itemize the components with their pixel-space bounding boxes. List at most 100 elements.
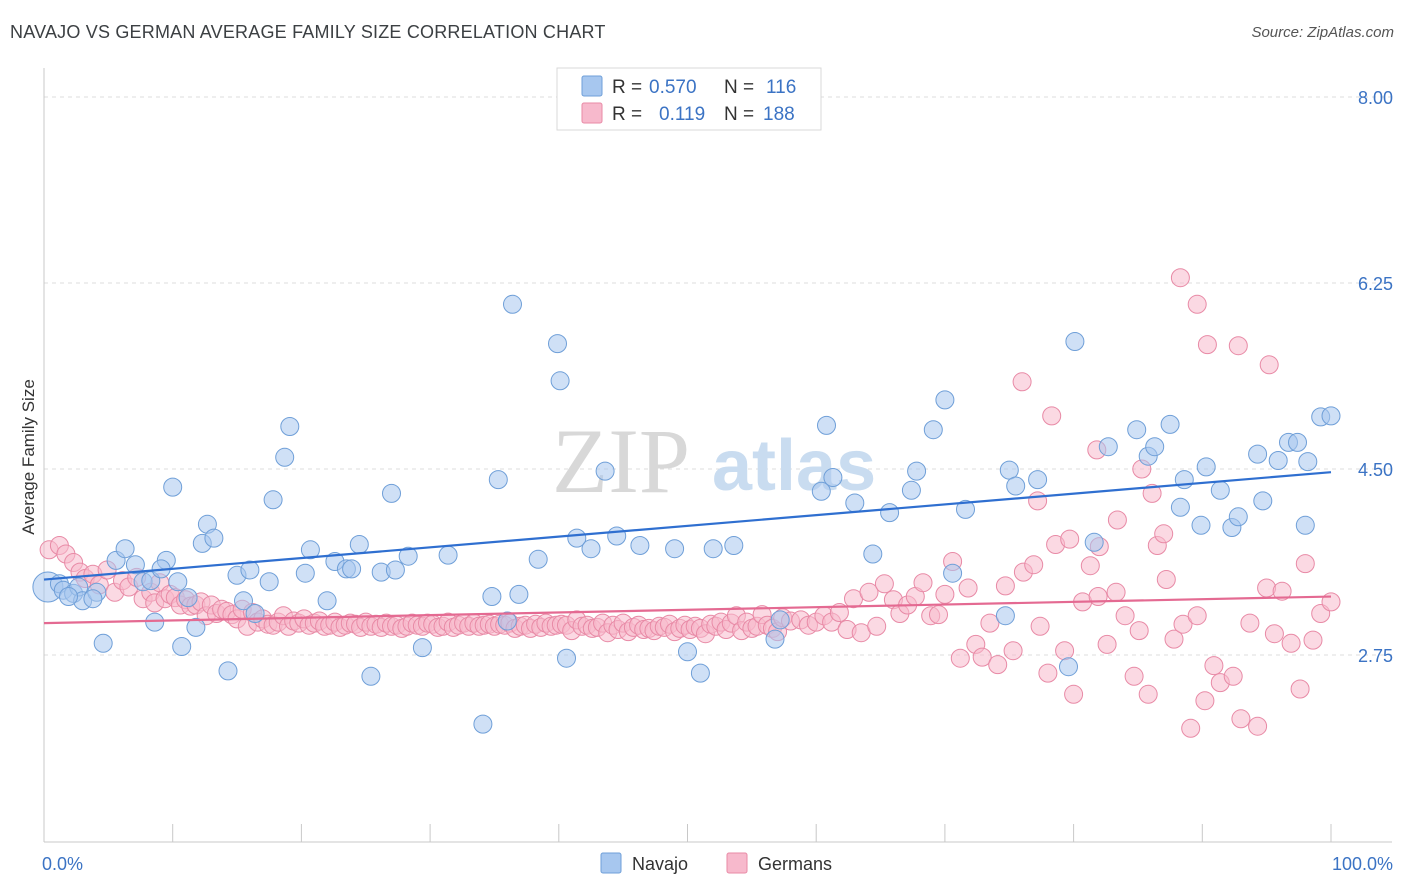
- germans-point-165: [988, 655, 1008, 675]
- navajo-point-19: [186, 617, 206, 637]
- navajo-point-61: [703, 539, 723, 559]
- germans-point-191: [1204, 656, 1224, 676]
- navajo-point-110: [497, 611, 517, 631]
- germans-point-170: [1030, 616, 1050, 636]
- germans-point-219: [1028, 491, 1048, 511]
- navajo-point-75: [956, 499, 975, 519]
- navajo-point-70: [901, 480, 921, 500]
- navajo-point-50: [528, 549, 548, 569]
- navajo-point-60: [690, 663, 710, 683]
- legend-germans-r-value: 0.119: [659, 104, 705, 125]
- germans-point-207: [1042, 406, 1062, 426]
- y-axis-label: Average Family Size: [19, 379, 38, 535]
- navajo-point-41: [385, 560, 405, 580]
- y-tick-label-0: 2.75: [1358, 646, 1393, 666]
- germans-point-179: [1106, 582, 1126, 602]
- navajo-point-37: [349, 535, 369, 554]
- navajo-point-43: [412, 638, 432, 658]
- germans-point-213: [1228, 336, 1248, 356]
- germans-point-158: [935, 584, 955, 604]
- y-tick-label-1: 4.50: [1358, 460, 1393, 480]
- navajo-point-78: [1028, 470, 1048, 490]
- germans-point-178: [1097, 634, 1117, 654]
- navajo-point-103: [83, 589, 103, 609]
- navajo-point-45: [473, 714, 493, 734]
- germans-point-171: [1038, 663, 1058, 683]
- germans-point-186: [1164, 629, 1184, 649]
- bottom-legend: Navajo Germans: [600, 852, 832, 874]
- navajo-point-38: [361, 666, 381, 686]
- germans-point-177: [1088, 587, 1108, 606]
- y-tick-label-3: 8.00: [1358, 88, 1393, 108]
- navajo-point-66: [823, 468, 843, 487]
- navajo-point-74: [935, 390, 955, 410]
- x-tick-label-1: 100.0%: [1332, 854, 1393, 874]
- legend-germans-n-value: 188: [763, 104, 795, 125]
- germans-point-218: [1154, 524, 1174, 544]
- navajo-point-89: [1191, 515, 1211, 535]
- navajo-point-57: [630, 536, 650, 555]
- germans-point-180: [1115, 606, 1135, 626]
- bottom-legend-swatch-navajo: [600, 852, 622, 874]
- legend-navajo-n-label: N =: [724, 77, 754, 98]
- bottom-legend-germans: Germans: [758, 854, 832, 874]
- germans-point-195: [1240, 613, 1260, 633]
- navajo-point-28: [263, 490, 283, 510]
- navajo-point-106: [557, 648, 576, 668]
- navajo-point-13: [145, 612, 165, 632]
- navajo-point-80: [1065, 332, 1085, 351]
- navajo-point-62: [724, 536, 744, 555]
- legend-swatch-germans: [581, 102, 603, 124]
- navajo-point-59: [678, 642, 697, 662]
- navajo-point-32: [300, 540, 320, 560]
- navajo-point-99: [1295, 515, 1315, 535]
- germans-point-189: [1187, 606, 1207, 626]
- navajo-point-26: [240, 560, 260, 580]
- germans-point-202: [1295, 554, 1315, 574]
- germans-point-212: [1197, 335, 1217, 355]
- navajo-point-98: [1288, 432, 1307, 452]
- germans-point-199: [1272, 581, 1292, 601]
- navajo-point-90: [1196, 457, 1216, 477]
- navajo-point-85: [1145, 437, 1165, 457]
- germans-point-201: [1290, 679, 1310, 699]
- germans-point-157: [929, 605, 948, 625]
- germans-point-183: [1138, 684, 1158, 704]
- navajo-point-47: [488, 470, 508, 490]
- germans-point-196: [1248, 716, 1268, 736]
- source-label: Source: ZipAtlas.com: [1251, 24, 1394, 41]
- navajo-point-9: [115, 539, 135, 559]
- navajo-point-7: [93, 633, 113, 653]
- germans-point-187: [1173, 614, 1193, 634]
- navajo-point-108: [995, 606, 1015, 626]
- chart-title: NAVAJO VS GERMAN AVERAGE FAMILY SIZE COR…: [10, 22, 606, 42]
- germans-point-211: [1187, 294, 1207, 314]
- navajo-point-79: [1059, 657, 1078, 677]
- navajo-point-87: [1160, 414, 1180, 434]
- legend-swatch-navajo: [581, 75, 603, 97]
- germans-point-217: [1142, 483, 1162, 503]
- trend-lines: [43, 471, 1332, 625]
- germans-point-164: [980, 613, 1000, 633]
- navajo-point-77: [1006, 476, 1026, 496]
- series-navajo: [32, 294, 1341, 734]
- x-tick-label-0: 0.0%: [42, 854, 83, 874]
- navajo-point-17: [172, 637, 192, 656]
- navajo-point-27: [259, 572, 279, 592]
- navajo-point-82: [1098, 437, 1118, 457]
- legend-navajo-r-label: R =: [612, 77, 642, 98]
- germans-point-220: [1060, 529, 1080, 549]
- navajo-point-25: [234, 591, 253, 611]
- germans-point-188: [1181, 718, 1201, 738]
- navajo-point-58: [665, 539, 685, 559]
- x-tick-labels: 0.0% 100.0%: [42, 854, 1393, 874]
- germans-point-206: [1012, 372, 1032, 392]
- navajo-point-96: [1268, 451, 1288, 470]
- navajo-point-69: [880, 503, 900, 523]
- germans-point-194: [1231, 709, 1251, 729]
- navajo-point-42: [398, 546, 418, 566]
- navajo-point-30: [280, 417, 300, 436]
- germans-point-200: [1281, 633, 1301, 653]
- germans-point-148: [859, 582, 879, 602]
